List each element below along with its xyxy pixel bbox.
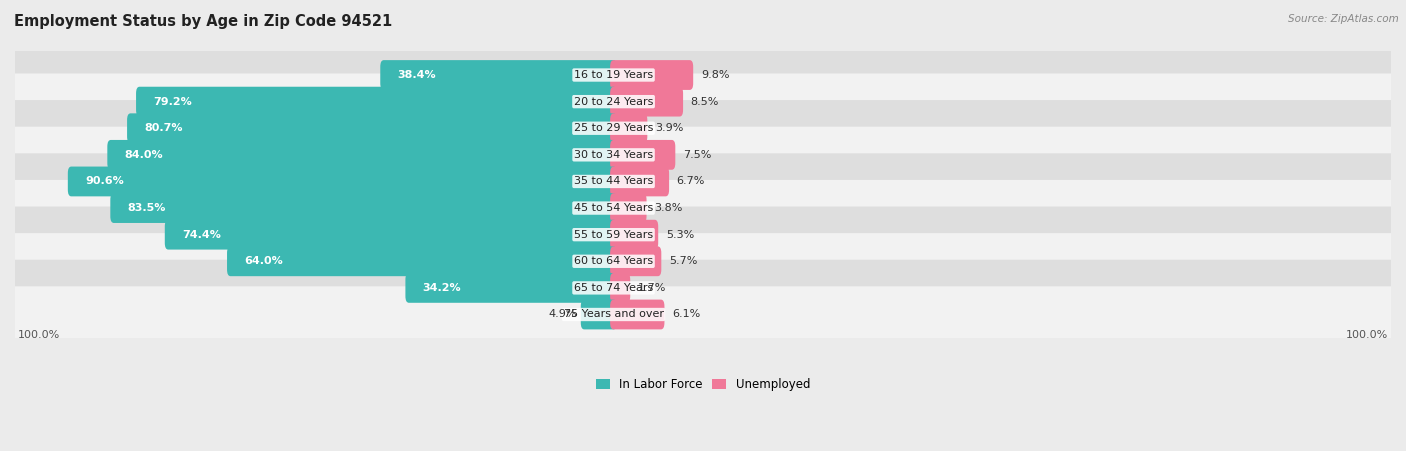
Text: 83.5%: 83.5% [128, 203, 166, 213]
Text: 6.1%: 6.1% [672, 309, 700, 319]
Text: 100.0%: 100.0% [18, 330, 60, 340]
Text: 25 to 29 Years: 25 to 29 Years [574, 123, 654, 133]
FancyBboxPatch shape [405, 273, 617, 303]
Text: 5.3%: 5.3% [666, 230, 695, 239]
Text: 74.4%: 74.4% [181, 230, 221, 239]
Text: Source: ZipAtlas.com: Source: ZipAtlas.com [1288, 14, 1399, 23]
FancyBboxPatch shape [8, 286, 1398, 343]
Text: 4.9%: 4.9% [548, 309, 578, 319]
FancyBboxPatch shape [610, 299, 665, 329]
Text: 100.0%: 100.0% [1346, 330, 1388, 340]
FancyBboxPatch shape [610, 166, 669, 196]
FancyBboxPatch shape [8, 47, 1398, 103]
Text: 79.2%: 79.2% [153, 97, 193, 106]
Text: Employment Status by Age in Zip Code 94521: Employment Status by Age in Zip Code 945… [14, 14, 392, 28]
Text: 8.5%: 8.5% [690, 97, 718, 106]
FancyBboxPatch shape [8, 233, 1398, 290]
FancyBboxPatch shape [110, 193, 617, 223]
Text: 9.8%: 9.8% [700, 70, 730, 80]
FancyBboxPatch shape [8, 260, 1398, 316]
Text: 65 to 74 Years: 65 to 74 Years [574, 283, 654, 293]
FancyBboxPatch shape [610, 273, 630, 303]
FancyBboxPatch shape [610, 60, 693, 90]
Text: 30 to 34 Years: 30 to 34 Years [574, 150, 654, 160]
Text: 1.7%: 1.7% [638, 283, 666, 293]
FancyBboxPatch shape [610, 140, 675, 170]
Text: 34.2%: 34.2% [423, 283, 461, 293]
FancyBboxPatch shape [610, 87, 683, 116]
Text: 5.7%: 5.7% [669, 256, 697, 266]
Text: 6.7%: 6.7% [676, 176, 704, 186]
Text: 7.5%: 7.5% [683, 150, 711, 160]
FancyBboxPatch shape [136, 87, 617, 116]
Text: 60 to 64 Years: 60 to 64 Years [574, 256, 654, 266]
Text: 84.0%: 84.0% [125, 150, 163, 160]
FancyBboxPatch shape [610, 113, 647, 143]
FancyBboxPatch shape [8, 207, 1398, 263]
FancyBboxPatch shape [8, 100, 1398, 156]
FancyBboxPatch shape [107, 140, 617, 170]
Text: 3.9%: 3.9% [655, 123, 683, 133]
FancyBboxPatch shape [8, 153, 1398, 210]
Text: 38.4%: 38.4% [398, 70, 436, 80]
Text: 45 to 54 Years: 45 to 54 Years [574, 203, 654, 213]
FancyBboxPatch shape [610, 246, 661, 276]
Text: 55 to 59 Years: 55 to 59 Years [574, 230, 654, 239]
FancyBboxPatch shape [8, 180, 1398, 236]
FancyBboxPatch shape [610, 193, 647, 223]
FancyBboxPatch shape [610, 220, 658, 249]
Text: 3.8%: 3.8% [654, 203, 682, 213]
FancyBboxPatch shape [581, 299, 617, 329]
Text: 64.0%: 64.0% [245, 256, 283, 266]
Text: 80.7%: 80.7% [145, 123, 183, 133]
FancyBboxPatch shape [226, 246, 617, 276]
FancyBboxPatch shape [67, 166, 617, 196]
FancyBboxPatch shape [380, 60, 617, 90]
Text: 90.6%: 90.6% [84, 176, 124, 186]
FancyBboxPatch shape [8, 127, 1398, 183]
FancyBboxPatch shape [8, 74, 1398, 130]
Text: 20 to 24 Years: 20 to 24 Years [574, 97, 654, 106]
Text: 35 to 44 Years: 35 to 44 Years [574, 176, 654, 186]
Text: 16 to 19 Years: 16 to 19 Years [574, 70, 654, 80]
FancyBboxPatch shape [127, 113, 617, 143]
Legend: In Labor Force, Unemployed: In Labor Force, Unemployed [591, 373, 815, 396]
FancyBboxPatch shape [165, 220, 617, 249]
Text: 75 Years and over: 75 Years and over [564, 309, 664, 319]
